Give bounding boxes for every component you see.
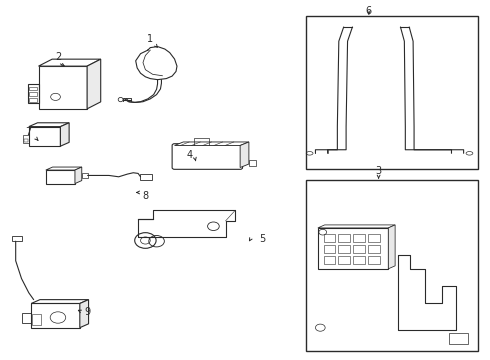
Text: 7: 7: [25, 127, 32, 137]
Bar: [368, 256, 380, 264]
Bar: [323, 256, 335, 264]
Polygon shape: [80, 300, 89, 328]
Polygon shape: [39, 59, 101, 66]
Bar: [249, 160, 256, 166]
Bar: [24, 139, 28, 141]
Polygon shape: [388, 225, 395, 269]
Bar: [46, 170, 75, 184]
Text: 3: 3: [375, 166, 382, 176]
Bar: [306, 180, 478, 351]
Bar: [31, 303, 80, 328]
Text: 4: 4: [186, 150, 192, 160]
Bar: [323, 245, 335, 253]
Bar: [82, 174, 88, 178]
Polygon shape: [75, 167, 82, 184]
Polygon shape: [31, 300, 89, 303]
Bar: [353, 256, 365, 264]
Bar: [339, 256, 350, 264]
Bar: [353, 234, 365, 242]
Bar: [23, 135, 29, 143]
Bar: [449, 333, 468, 344]
Polygon shape: [87, 59, 101, 109]
Bar: [339, 245, 350, 253]
Text: 8: 8: [142, 191, 148, 201]
Bar: [368, 245, 380, 253]
Bar: [28, 84, 39, 103]
Text: 9: 9: [84, 307, 90, 317]
Bar: [29, 93, 37, 96]
Text: 5: 5: [259, 234, 265, 244]
Bar: [339, 234, 350, 242]
Text: 1: 1: [147, 35, 153, 44]
Text: 6: 6: [366, 6, 372, 16]
Bar: [353, 245, 365, 253]
Bar: [29, 127, 60, 146]
Bar: [318, 228, 388, 269]
Bar: [29, 87, 37, 90]
Polygon shape: [29, 123, 69, 127]
Polygon shape: [318, 225, 395, 228]
Bar: [323, 234, 335, 242]
Bar: [140, 174, 152, 180]
Polygon shape: [60, 123, 69, 146]
Bar: [306, 16, 478, 169]
Bar: [368, 234, 380, 242]
Bar: [12, 236, 22, 241]
Bar: [29, 98, 37, 102]
Text: 2: 2: [55, 52, 61, 62]
Polygon shape: [174, 142, 249, 145]
Bar: [39, 66, 87, 109]
Bar: [32, 314, 41, 325]
Bar: [23, 314, 31, 323]
Polygon shape: [240, 142, 249, 167]
Polygon shape: [46, 167, 82, 170]
